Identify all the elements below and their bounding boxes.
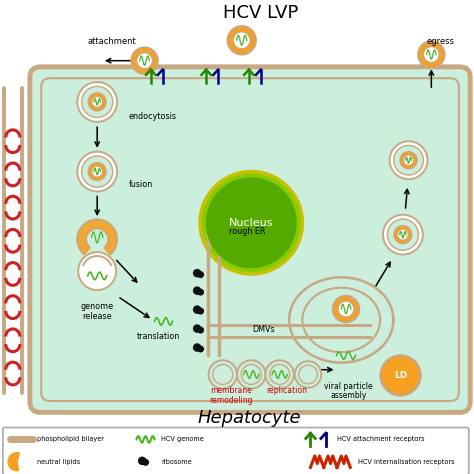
Circle shape [333, 296, 359, 322]
Circle shape [193, 324, 201, 333]
Circle shape [383, 215, 423, 255]
Text: egress: egress [427, 37, 455, 46]
Circle shape [228, 26, 256, 55]
Circle shape [265, 360, 294, 389]
Circle shape [82, 156, 113, 187]
Circle shape [390, 141, 428, 179]
Circle shape [197, 346, 204, 353]
Circle shape [241, 365, 261, 384]
Text: endocytosis: endocytosis [129, 112, 177, 120]
Text: HCV attachment receptors: HCV attachment receptors [337, 437, 424, 442]
Text: viral particle: viral particle [324, 382, 373, 391]
Text: assembly: assembly [330, 391, 366, 400]
Text: ribosome: ribosome [161, 459, 192, 465]
Circle shape [88, 93, 106, 111]
Circle shape [295, 361, 321, 388]
Text: genome: genome [81, 302, 114, 311]
Circle shape [338, 301, 354, 317]
Circle shape [88, 163, 106, 181]
Circle shape [193, 343, 201, 352]
Circle shape [213, 365, 233, 384]
Text: HCV internalisation receptors: HCV internalisation receptors [358, 459, 455, 465]
Circle shape [387, 219, 419, 250]
Circle shape [394, 226, 412, 244]
Circle shape [82, 86, 113, 118]
Circle shape [193, 305, 201, 314]
Text: attachment: attachment [87, 37, 136, 46]
Circle shape [270, 365, 290, 384]
Text: neutral lipids: neutral lipids [37, 459, 80, 465]
Text: HCV LVP: HCV LVP [223, 4, 299, 22]
Polygon shape [77, 219, 117, 255]
Circle shape [209, 360, 237, 389]
FancyBboxPatch shape [30, 67, 470, 412]
Circle shape [197, 327, 204, 334]
Circle shape [138, 456, 146, 465]
Circle shape [92, 166, 102, 177]
FancyBboxPatch shape [3, 428, 469, 474]
Text: Hepatocyte: Hepatocyte [197, 409, 301, 427]
Circle shape [206, 177, 297, 268]
Text: DMVs: DMVs [252, 325, 274, 334]
Circle shape [197, 289, 204, 296]
Circle shape [193, 269, 201, 277]
Circle shape [403, 155, 414, 165]
Circle shape [394, 146, 423, 175]
Circle shape [381, 356, 420, 395]
Circle shape [131, 47, 158, 74]
Text: release: release [82, 312, 112, 321]
Circle shape [197, 271, 204, 278]
Circle shape [193, 286, 201, 295]
Text: Nucleus: Nucleus [229, 218, 273, 228]
Circle shape [400, 152, 417, 169]
Circle shape [137, 53, 153, 69]
Text: fusion: fusion [129, 181, 153, 189]
Text: rough ER: rough ER [229, 227, 265, 236]
Circle shape [299, 365, 318, 384]
Circle shape [77, 152, 117, 191]
Text: membrane: membrane [210, 386, 252, 395]
Circle shape [398, 229, 408, 240]
Text: HCV genome: HCV genome [161, 437, 204, 442]
Text: remodeling: remodeling [210, 396, 253, 405]
Circle shape [418, 41, 445, 68]
Text: translation: translation [137, 332, 181, 341]
Circle shape [237, 360, 265, 389]
Text: phospholipid bilayer: phospholipid bilayer [37, 437, 104, 442]
Circle shape [200, 172, 302, 274]
Circle shape [233, 32, 250, 49]
Circle shape [92, 97, 102, 107]
Text: LD: LD [394, 371, 407, 380]
Wedge shape [8, 453, 19, 471]
Circle shape [423, 46, 439, 63]
Text: replication: replication [266, 386, 307, 395]
Circle shape [142, 459, 149, 466]
Circle shape [197, 308, 204, 315]
Circle shape [77, 82, 117, 122]
Circle shape [78, 252, 116, 290]
